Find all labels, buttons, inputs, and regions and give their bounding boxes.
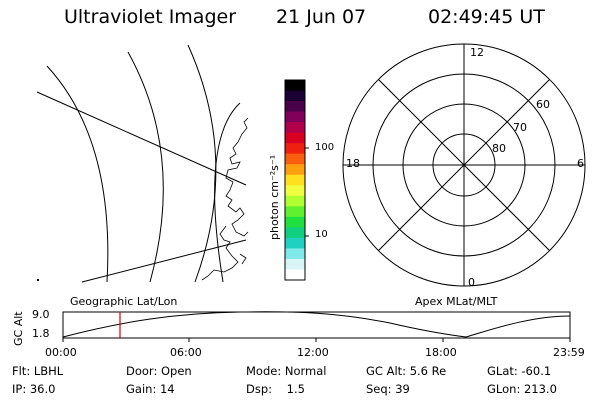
polar-grid: [342, 43, 586, 287]
colorbar-segment: [285, 206, 305, 218]
colorbar-segment: [285, 101, 305, 113]
xtick-label-0000: 00:00: [45, 346, 77, 359]
altitude-ytick-top: 9.0: [32, 308, 50, 321]
colorbar-segment: [285, 132, 305, 144]
altitude-curve: [62, 311, 571, 338]
info-seq: Seq: 39: [366, 382, 410, 396]
colorbar-segment: [285, 195, 305, 207]
info-glat: GLat: -60.1: [487, 364, 552, 378]
mlt-label-18: 18: [346, 157, 360, 170]
xtick-label-1200: 12:00: [297, 346, 329, 359]
date-label: 21 Jun 07: [276, 6, 367, 28]
xtick-label-2359: 23:59: [553, 346, 585, 359]
meridian-line-1: [36, 91, 247, 186]
mlt-label-6: 6: [577, 157, 584, 170]
colorbar-segment: [285, 143, 305, 155]
info-door: Door: Open: [126, 364, 192, 378]
colorbar-segment: [285, 216, 305, 228]
xtick-label-0600: 06:00: [170, 346, 202, 359]
colorbar-segment: [285, 248, 305, 260]
coastline: [201, 117, 249, 281]
colorbar-segment: [285, 227, 305, 239]
colorbar-segment: [285, 164, 305, 176]
colorbar-segment: [285, 80, 305, 92]
colorbar-tick-10: 10: [315, 229, 328, 240]
geographic-map: [36, 44, 249, 283]
lat-label-80: 80: [492, 142, 506, 155]
mlt-label-12: 12: [470, 46, 484, 59]
colorbar-segment: [285, 258, 305, 271]
info-ip: IP: 36.0: [12, 382, 56, 396]
info-flt: Flt: LBHL: [12, 364, 64, 378]
lat-arc-1: [46, 65, 109, 283]
altitude-plot-frame: [62, 311, 571, 339]
colorbar-segment: [285, 174, 305, 186]
altitude-plot: [62, 311, 571, 342]
map-marker: [37, 279, 39, 281]
info-gc-alt: GC Alt: 5.6 Re: [366, 364, 447, 378]
colorbar-tick-100: 100: [315, 142, 335, 153]
lat-arc-4: [214, 102, 241, 283]
colorbar-segment: [285, 237, 305, 250]
colorbar-segment: [285, 269, 305, 281]
instrument-title: Ultraviolet Imager: [64, 6, 237, 28]
colorbar: [284, 79, 309, 281]
info-dsp: Dsp: 1.5: [246, 382, 305, 396]
colorbar-segment: [285, 111, 305, 123]
mlt-label-0: 0: [468, 276, 475, 289]
lat-arc-2: [127, 51, 164, 283]
altitude-ylabel: GC Alt: [12, 311, 25, 346]
colorbar-segment: [285, 153, 305, 165]
meridian-line-2: [81, 239, 247, 283]
lat-arc-3: [187, 44, 217, 283]
geographic-label: Geographic Lat/Lon: [70, 295, 178, 308]
colorbar-unit-label: photon cm⁻²s⁻¹: [268, 154, 281, 240]
polar-diag-2: [378, 79, 550, 251]
lat-label-70: 70: [513, 121, 527, 134]
altitude-ytick-bottom: 1.8: [32, 327, 50, 340]
colorbar-segment: [285, 122, 305, 134]
apex-label: Apex MLat/MLT: [415, 295, 498, 308]
info-glon: GLon: 213.0: [487, 382, 557, 396]
lat-label-60: 60: [536, 98, 550, 111]
colorbar-segment: [285, 90, 305, 102]
colorbar-frame: [284, 79, 306, 281]
info-gain: Gain: 14: [126, 382, 175, 396]
time-label: 02:49:45 UT: [428, 6, 545, 28]
xtick-label-1800: 18:00: [425, 346, 457, 359]
info-mode: Mode: Normal: [246, 364, 327, 378]
colorbar-segment: [285, 185, 305, 197]
